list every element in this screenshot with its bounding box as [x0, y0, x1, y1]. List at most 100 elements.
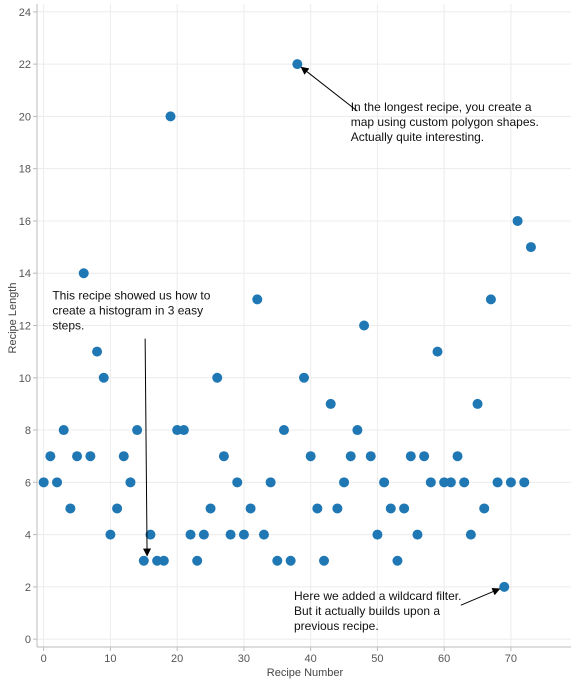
- data-point: [218, 451, 229, 462]
- y-tick-label: 2: [25, 582, 31, 594]
- data-point: [98, 372, 109, 383]
- y-tick-label: 10: [19, 373, 31, 385]
- data-point: [445, 477, 456, 488]
- x-tick-label: 40: [305, 653, 317, 665]
- data-point: [278, 425, 289, 436]
- y-tick-label: 22: [19, 59, 31, 71]
- x-tick-label: 10: [104, 653, 116, 665]
- data-point: [485, 294, 496, 305]
- data-point: [272, 555, 283, 566]
- annotation-arrow: [143, 338, 152, 557]
- data-point: [305, 451, 316, 462]
- data-point: [118, 451, 129, 462]
- data-point: [359, 320, 370, 331]
- annotation-text-line: Actually quite interesting.: [351, 130, 484, 144]
- data-point: [192, 555, 203, 566]
- annotation: Here we added a wildcard filter.But it a…: [294, 587, 501, 633]
- x-tick-label: 70: [505, 653, 517, 665]
- data-point: [472, 398, 483, 409]
- data-point: [225, 529, 236, 540]
- data-point: [52, 477, 63, 488]
- annotation-text-line: But it actually builds upon a: [294, 604, 440, 618]
- data-point: [519, 477, 530, 488]
- data-point: [372, 529, 383, 540]
- data-point: [505, 477, 516, 488]
- y-axis-title: Recipe Length: [7, 283, 19, 354]
- data-point: [525, 242, 536, 253]
- data-point: [345, 451, 356, 462]
- data-point: [112, 503, 123, 514]
- y-tick-label: 16: [19, 216, 31, 228]
- data-point: [105, 529, 116, 540]
- data-point: [198, 529, 209, 540]
- data-point: [512, 215, 523, 226]
- data-point: [125, 477, 136, 488]
- y-tick-label: 0: [25, 634, 31, 646]
- x-tick-label: 60: [438, 653, 450, 665]
- y-tick-label: 24: [19, 7, 31, 19]
- data-point: [45, 451, 56, 462]
- x-tick-label: 20: [171, 653, 183, 665]
- grid: [37, 4, 571, 647]
- data-point: [238, 529, 249, 540]
- data-point: [312, 503, 323, 514]
- data-point: [479, 503, 490, 514]
- data-point: [352, 425, 363, 436]
- annotation-text-line: previous recipe.: [294, 619, 379, 633]
- x-tick-label: 50: [371, 653, 383, 665]
- data-point: [158, 555, 169, 566]
- data-point: [72, 451, 83, 462]
- data-point: [452, 451, 463, 462]
- x-tick-label: 30: [238, 653, 250, 665]
- data-point: [332, 503, 343, 514]
- data-point: [459, 477, 470, 488]
- data-point: [38, 477, 49, 488]
- data-point: [365, 451, 376, 462]
- data-point: [65, 503, 76, 514]
- data-point: [145, 529, 156, 540]
- y-tick-label: 8: [25, 425, 31, 437]
- data-points: [38, 59, 536, 592]
- data-point: [205, 503, 216, 514]
- data-point: [252, 294, 263, 305]
- data-point: [492, 477, 503, 488]
- data-point: [405, 451, 416, 462]
- data-point: [432, 346, 443, 357]
- data-point: [258, 529, 269, 540]
- annotation-text-line: steps.: [52, 318, 84, 332]
- data-point: [285, 555, 296, 566]
- data-point: [465, 529, 476, 540]
- data-point: [92, 346, 103, 357]
- annotation-text-line: In the longest recipe, you create a: [351, 100, 532, 114]
- data-point: [379, 477, 390, 488]
- data-point: [339, 477, 350, 488]
- y-tick-label: 6: [25, 477, 31, 489]
- y-tick-label: 20: [19, 111, 31, 123]
- annotation-text-line: Here we added a wildcard filter.: [294, 589, 461, 603]
- data-point: [412, 529, 423, 540]
- data-point: [58, 425, 69, 436]
- annotation-arrow: [300, 66, 358, 112]
- annotation-text-line: This recipe showed us how to: [52, 288, 210, 302]
- data-point: [165, 111, 176, 122]
- data-point: [319, 555, 330, 566]
- data-point: [419, 451, 430, 462]
- annotation-text-line: create a histogram in 3 easy: [52, 303, 203, 317]
- x-axis-title: Recipe Number: [267, 667, 344, 679]
- y-tick-label: 4: [25, 530, 31, 542]
- data-point: [499, 581, 510, 592]
- data-point: [245, 503, 256, 514]
- y-tick-label: 14: [19, 268, 31, 280]
- data-point: [85, 451, 96, 462]
- annotation-arrow: [460, 587, 501, 606]
- data-point: [392, 555, 403, 566]
- x-ticks: 0 10 20 30 40 50 60 70: [41, 647, 517, 665]
- data-point: [212, 372, 223, 383]
- y-tick-label: 12: [19, 321, 31, 333]
- data-point: [399, 503, 410, 514]
